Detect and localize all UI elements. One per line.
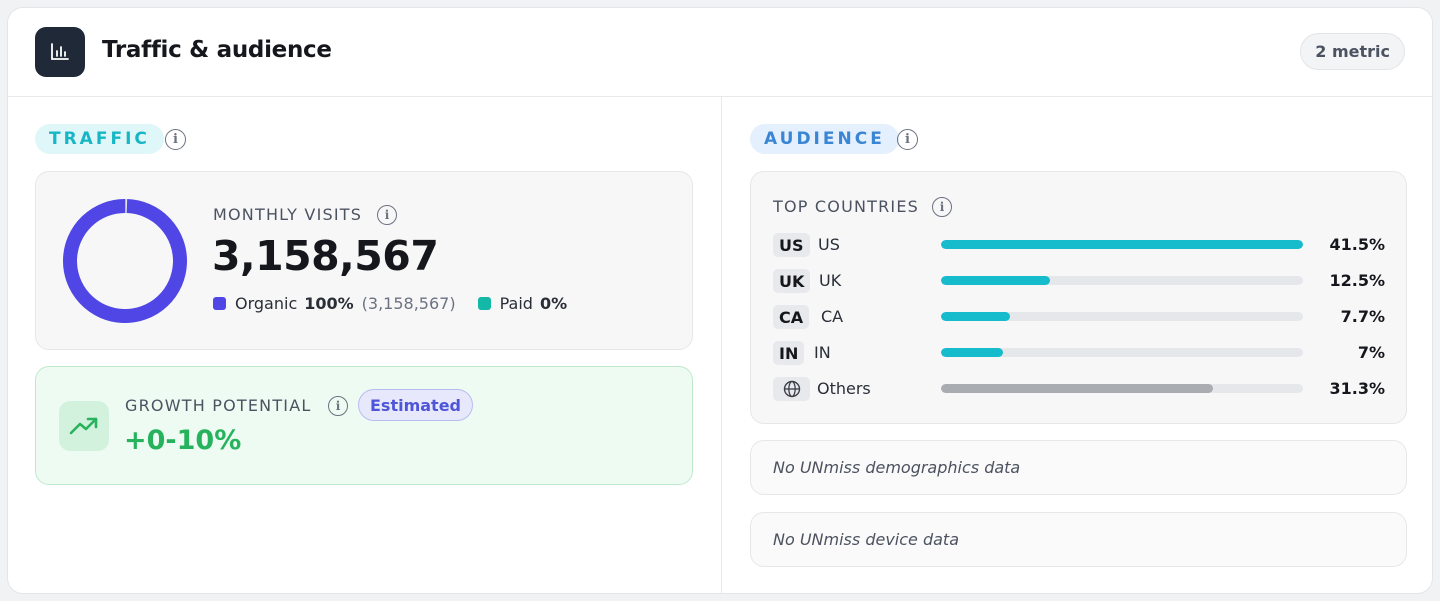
country-bar-track (941, 384, 1303, 393)
country-row-in: IN IN 7% (773, 341, 1385, 365)
estimated-badge: Estimated (358, 389, 474, 421)
country-name: IN (814, 343, 831, 362)
trending-up-icon (59, 401, 109, 451)
country-name: US (818, 235, 840, 254)
demographics-empty-state: No UNmiss demographics data (750, 440, 1407, 495)
country-percent: 7% (1357, 343, 1385, 362)
top-countries-info-icon[interactable]: i (932, 197, 952, 217)
traffic-legend: Organic 100% (3,158,567) Paid 0% (213, 294, 567, 313)
country-code-badge: US (773, 233, 810, 257)
country-percent: 7.7% (1340, 307, 1385, 326)
audience-section-tag: AUDIENCE (750, 124, 899, 154)
country-bar-fill (941, 312, 1010, 321)
country-bar-track (941, 240, 1303, 249)
country-code-badge: UK (773, 269, 811, 293)
country-row-others: Others 31.3% (773, 377, 1385, 401)
bar-chart-icon (35, 27, 85, 77)
country-code-badge: CA (773, 305, 810, 329)
country-row-us: US US 41.5% (773, 233, 1385, 257)
organic-percent: 100% (304, 294, 354, 313)
card-title: Traffic & audience (102, 37, 332, 63)
organic-swatch (213, 297, 226, 310)
top-countries-panel: TOP COUNTRIES i US US 41.5% UK UK 12.5% … (750, 171, 1407, 424)
country-bar-fill (941, 240, 1303, 249)
traffic-audience-card: Traffic & audience 2 metric TRAFFIC i MO… (7, 7, 1433, 594)
device-empty-state: No UNmiss device data (750, 512, 1407, 567)
country-name: Others (817, 379, 871, 398)
country-bar-track (941, 348, 1303, 357)
paid-swatch (477, 297, 491, 310)
country-bar-fill (941, 348, 1003, 357)
audience-info-icon[interactable]: i (897, 129, 918, 150)
paid-percent: 0% (539, 294, 568, 313)
traffic-info-icon[interactable]: i (165, 129, 186, 150)
traffic-donut-chart (62, 199, 187, 323)
growth-potential-info-icon[interactable]: i (328, 396, 348, 416)
donut-organic-segment (62, 199, 187, 323)
top-countries-label: TOP COUNTRIES (773, 197, 920, 216)
growth-potential-value: +0-10% (124, 425, 242, 456)
country-percent: 41.5% (1329, 235, 1385, 254)
traffic-section-tag: TRAFFIC (35, 124, 164, 154)
country-code-badge: IN (773, 341, 805, 365)
country-bar-fill (941, 384, 1213, 393)
monthly-visits-panel: MONTHLY VISITS i 3,158,567 Organic 100% … (35, 171, 693, 350)
country-row-ca: CA CA 7.7% (773, 305, 1385, 329)
column-divider (721, 97, 722, 593)
organic-label: Organic (235, 294, 298, 313)
country-bar-track (941, 312, 1303, 321)
country-name: UK (819, 271, 842, 290)
country-percent: 12.5% (1329, 271, 1385, 290)
country-name: CA (821, 307, 844, 326)
country-bar-fill (941, 276, 1050, 285)
organic-count: (3,158,567) (361, 294, 456, 313)
country-bar-track (941, 276, 1303, 285)
monthly-visits-value: 3,158,567 (212, 232, 439, 280)
globe-icon (773, 377, 810, 401)
paid-label: Paid (499, 294, 533, 313)
country-row-uk: UK UK 12.5% (773, 269, 1385, 293)
monthly-visits-info-icon[interactable]: i (377, 205, 397, 225)
monthly-visits-label: MONTHLY VISITS (213, 205, 363, 224)
metric-count-badge: 2 metric (1300, 33, 1405, 70)
card-header: Traffic & audience 2 metric (8, 8, 1432, 97)
country-percent: 31.3% (1329, 379, 1385, 398)
growth-potential-panel: GROWTH POTENTIAL i Estimated +0-10% (35, 366, 693, 485)
growth-potential-label: GROWTH POTENTIAL (125, 396, 312, 415)
